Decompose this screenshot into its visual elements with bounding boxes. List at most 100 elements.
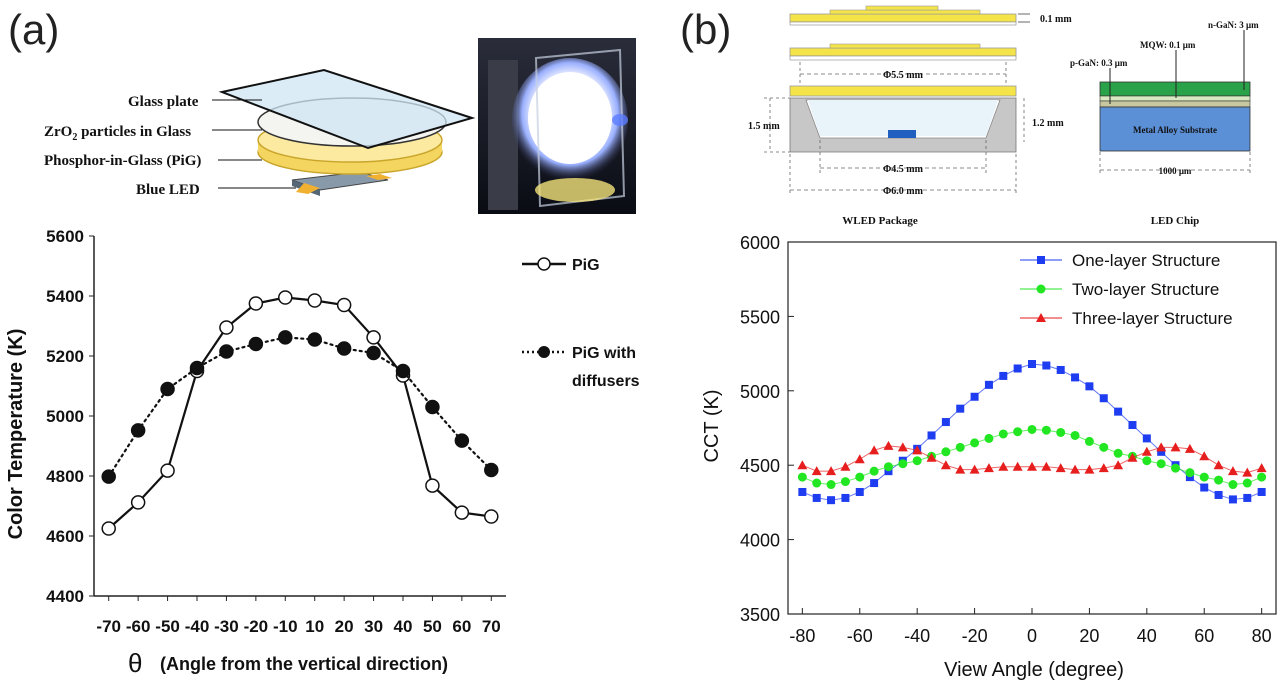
dim-55mm: Φ5.5 mm: [883, 70, 924, 81]
label-blue-led: Blue LED: [136, 182, 200, 198]
chart-a-xtick-label: 10: [305, 617, 324, 636]
chart-a-xtick-label: -60: [126, 617, 151, 636]
chart-b-point-s3: [797, 460, 808, 470]
label-zro2: ZrO2 particles in Glass: [44, 124, 191, 143]
chart-b-point-s2: [955, 442, 965, 452]
legend-pig-label: PiG: [572, 257, 600, 274]
chart-b-point-s2: [1171, 463, 1181, 473]
chart-b-point-s2: [826, 480, 836, 490]
chart-b-point-s3: [826, 466, 837, 476]
chart-a-point-s1: [336, 297, 352, 313]
led-chip-drawing: Metal Alloy Substrate n-GaN: 3 μm MQW: 0…: [1070, 20, 1259, 227]
pgan-layer: [1099, 100, 1251, 108]
chart-b-ytick-label: 4500: [740, 456, 780, 476]
chart-b-point-s1: [812, 493, 821, 502]
chart-b-point-s1: [1099, 394, 1108, 403]
chart-b-point-s1: [1200, 483, 1209, 492]
chart-a-xtick-label: -30: [214, 617, 239, 636]
chart-a-xtick-label: -40: [185, 617, 210, 636]
chart-b-point-s3: [1227, 466, 1238, 476]
glass-plate-shape: [218, 68, 476, 150]
chart-a-point-s2: [425, 399, 440, 415]
chart-b-point-s3: [1055, 463, 1066, 473]
chart-a-point-s1: [101, 521, 116, 536]
label-glass-plate: Glass plate: [128, 94, 199, 110]
chart-b-point-s3: [883, 440, 894, 450]
chart-b-point-s1: [1085, 382, 1094, 391]
label-pgan: p-GaN: 0.3 μm: [1070, 58, 1128, 68]
dim-01mm: 0.1 mm: [1040, 14, 1072, 25]
chart-b-point-s3: [854, 454, 865, 464]
chart-b-point-s2: [883, 462, 893, 472]
chart-b-point-s2: [898, 459, 908, 469]
chart-b-point-s2: [1185, 468, 1195, 478]
led-lead-left: [296, 183, 320, 194]
chart-b-point-s3: [1113, 460, 1124, 470]
chart-a-point-s2: [189, 360, 205, 376]
chart-b-point-s2: [998, 429, 1008, 439]
chart-a-point-s2: [160, 381, 175, 397]
ngan-layer: [1099, 81, 1251, 97]
chart-b-ylabel: CCT (K): [701, 390, 723, 463]
chart-a-ytick-label: 4400: [46, 587, 84, 606]
chart-a-point-s2: [484, 462, 499, 478]
chart-b-point-s2: [1099, 442, 1109, 452]
chart-b-point-s2: [1070, 430, 1080, 440]
label-zro2-rest: particles in Glass: [77, 124, 191, 140]
wled-package-caption: WLED Package: [842, 215, 918, 227]
chart-b-point-s1: [1071, 373, 1080, 382]
chart-b-xtick-label: -80: [789, 626, 815, 646]
chart-a-xtick-label: 40: [394, 617, 413, 636]
chart-b-point-s3: [1156, 442, 1167, 452]
chart-b-point-s1: [870, 479, 879, 488]
chart-b-legend-marker-2: [1036, 284, 1046, 294]
chart-b: CCT (K) View Angle (degree) 3500 4000 4500…: [701, 233, 1277, 681]
chart-a-series-line-1: [107, 296, 493, 530]
chart-b-point-s1: [1056, 365, 1065, 374]
chart-a-point-s2: [219, 344, 234, 359]
led-photo: [478, 38, 636, 214]
chart-a-point-s2: [395, 363, 411, 379]
chart-b-point-s3: [1127, 452, 1138, 462]
pig-schematic: Glass plate ZrO2 particles in Glass Phos…: [44, 68, 476, 198]
chart-a-ytick-label: 5200: [46, 347, 84, 366]
chart-a-xlabel-text: (Angle from the vertical direction): [160, 654, 448, 674]
chart-b-point-s2: [1257, 472, 1267, 482]
chart-a-xlabel-symbol: θ: [128, 648, 142, 678]
chart-b-point-s2: [1242, 478, 1252, 488]
dim-15mm: 1.5 mm: [748, 121, 780, 132]
chart-a-point-s2: [366, 345, 381, 361]
chart-b-point-s1: [1157, 447, 1166, 456]
chart-b-point-s2: [869, 466, 879, 476]
chart-b-point-s3: [1213, 460, 1224, 470]
chart-b-point-s3: [1256, 463, 1267, 473]
chart-b-point-s1: [999, 371, 1008, 380]
chart-b-legend-marker-1: [1037, 256, 1045, 264]
chart-a-legend: PiG PiG with diffusers: [522, 257, 640, 390]
chart-a-point-s1: [160, 463, 175, 478]
chart-b-point-s1: [1114, 407, 1123, 416]
chart-b-point-s3: [1242, 467, 1253, 477]
chart-a-point-s1: [248, 296, 264, 311]
substrate-layer: [1099, 106, 1251, 152]
chart-b-point-s3: [1141, 446, 1152, 456]
label-pig: Phosphor-in-Glass (PiG): [44, 153, 201, 169]
chart-b-point-s1: [941, 418, 950, 427]
chart-b-point-s2: [840, 477, 850, 487]
chart-b-legend-label-3: Three-layer Structure: [1072, 309, 1233, 328]
chart-b-point-s2: [797, 472, 807, 482]
chart-a-xtick-label: -50: [155, 617, 180, 636]
chart-a-xtick-label: -10: [273, 617, 298, 636]
chart-b-point-s1: [1214, 490, 1223, 499]
chart-b-point-s1: [841, 493, 850, 502]
chart-a-point-s2: [307, 332, 322, 347]
chart-b-point-s1: [1257, 487, 1266, 496]
chart-b-ytick-label: 3500: [740, 605, 780, 625]
chart-b-point-s2: [912, 456, 922, 466]
legend-pig-marker: [537, 257, 551, 271]
chart-a-xtick-label: 70: [482, 617, 501, 636]
chart-a-point-s2: [336, 341, 352, 356]
chart-b-point-s2: [1041, 425, 1051, 435]
chart-b-point-s1: [1142, 434, 1151, 443]
legend-diffuser-label-2: diffusers: [572, 373, 640, 390]
